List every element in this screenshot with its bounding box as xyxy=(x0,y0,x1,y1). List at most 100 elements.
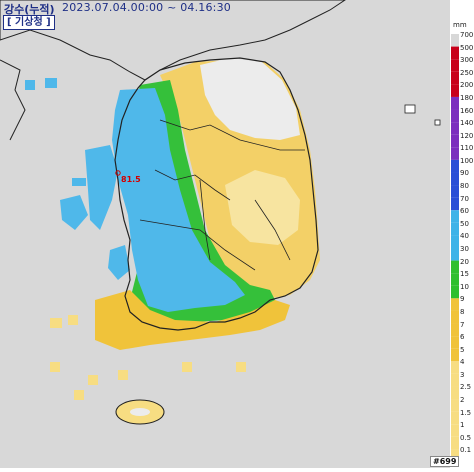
precip-blob xyxy=(236,362,246,372)
legend-swatch xyxy=(451,248,459,261)
precip-blob xyxy=(118,370,128,380)
legend-tick-label: 8 xyxy=(460,307,465,316)
legend-swatch xyxy=(451,323,459,337)
legend-swatch xyxy=(451,185,459,198)
legend-swatch xyxy=(451,310,459,324)
legend-tick-label: 2 xyxy=(460,396,465,405)
legend-tick-label: 500 xyxy=(460,43,474,52)
legend-swatch xyxy=(451,424,459,437)
peninsula-coastline xyxy=(114,57,319,331)
precip-blue-offshore-3 xyxy=(108,245,130,280)
legend-tick-label: 5 xyxy=(460,345,465,354)
legend-swatch xyxy=(451,96,459,110)
precip-pale-central xyxy=(225,170,300,245)
legend-swatch xyxy=(451,386,459,400)
legend-colorbar xyxy=(451,34,459,462)
dokdo xyxy=(434,119,441,126)
legend-swatch xyxy=(451,71,459,85)
legend-swatch xyxy=(451,285,459,299)
legend-swatch xyxy=(451,436,459,450)
legend-swatch xyxy=(451,361,459,374)
legend-swatch xyxy=(451,411,459,425)
legend-swatch xyxy=(451,84,459,97)
legend-tick-label: 1 xyxy=(460,421,465,430)
legend-swatch xyxy=(451,59,459,72)
precip-blob xyxy=(100,162,112,170)
max-point-marker xyxy=(115,170,121,176)
legend-tick-label: 40 xyxy=(460,232,469,241)
province-border xyxy=(159,119,305,151)
legend-tick-label: 3 xyxy=(460,370,465,379)
precip-blob xyxy=(72,178,86,186)
legend-tick-label: 700 xyxy=(460,31,474,39)
legend-swatch xyxy=(451,210,459,223)
map-canvas xyxy=(0,0,450,468)
legend-swatch xyxy=(451,159,459,173)
legend-tick-label: 1.5 xyxy=(460,408,472,417)
legend-swatch xyxy=(451,235,459,248)
header: 강수(누적) 2023.07.04.00:00 ~ 04.16:30 xyxy=(0,0,474,16)
legend-swatch xyxy=(451,147,459,160)
legend-tick-label: 180 xyxy=(460,93,474,102)
max-point-label: 81.5 xyxy=(121,175,141,184)
legend-swatch xyxy=(451,197,459,211)
legend-swatch xyxy=(451,399,459,412)
legend-tick-label: 160 xyxy=(460,106,474,115)
province-border xyxy=(154,169,231,201)
legend-tick-label: 15 xyxy=(460,270,469,279)
precip-blob xyxy=(50,318,62,328)
legend-tick-label: 7 xyxy=(460,320,465,329)
precip-blue-offshore-2 xyxy=(60,195,88,230)
legend-tick-label: 30 xyxy=(460,245,469,253)
china-coastline xyxy=(0,59,26,141)
legend-swatch xyxy=(451,222,459,236)
precip-blob xyxy=(182,362,192,372)
legend-tick-label: 90 xyxy=(460,169,469,178)
legend-swatch xyxy=(451,109,459,123)
precip-dry-northeast xyxy=(200,58,300,140)
legend-tick-label: 6 xyxy=(460,333,465,342)
precip-blob xyxy=(25,80,35,90)
northern-coastline xyxy=(0,0,346,81)
legend-tick-label: 4 xyxy=(460,358,465,367)
legend-tick-label: 50 xyxy=(460,219,469,228)
legend-tick-label: 0.1 xyxy=(460,446,472,455)
legend-swatch xyxy=(451,134,459,148)
legend-swatch xyxy=(451,172,459,186)
legend-unit: mm xyxy=(453,21,467,29)
legend-swatch xyxy=(451,122,459,135)
province-border xyxy=(254,199,291,261)
jeju-center xyxy=(130,408,150,416)
precip-blob xyxy=(88,375,98,385)
precipitation-map xyxy=(0,0,450,468)
legend-tick-label: 80 xyxy=(460,182,469,191)
legend-swatch xyxy=(451,260,459,274)
product-label: 강수(누적) xyxy=(4,3,55,16)
legend-tick-label: 250 xyxy=(460,68,474,77)
legend-swatch xyxy=(451,348,459,362)
ulleungdo xyxy=(404,104,416,114)
precip-blue-west xyxy=(112,88,245,312)
legend-tick-label: 20 xyxy=(460,257,469,266)
time-range: 2023.07.04.00:00 ~ 04.16:30 xyxy=(62,1,231,14)
legend-tick-label: 9 xyxy=(460,295,465,304)
legend-swatch xyxy=(451,373,459,387)
legend-swatch xyxy=(451,273,459,286)
province-border xyxy=(139,219,256,271)
legend-tick-label: 300 xyxy=(460,56,474,65)
agency-badge: [ 기상청 ] xyxy=(3,15,55,30)
legend-swatch xyxy=(451,449,459,462)
legend: 700 500 300 250 200 180 160 140 120 110 100 90 80 70 6… xyxy=(450,0,474,468)
legend-tick-label: 100 xyxy=(460,156,474,165)
province-border xyxy=(199,179,211,261)
frame-id: #699 xyxy=(430,456,460,467)
legend-tick-label: 70 xyxy=(460,194,469,203)
precip-yellow-south xyxy=(95,290,290,350)
legend-swatch xyxy=(451,34,459,47)
legend-tick-label: 10 xyxy=(460,282,469,291)
legend-tick-label: 140 xyxy=(460,119,474,128)
legend-tick-label: 120 xyxy=(460,131,474,140)
precip-blob xyxy=(74,390,84,400)
legend-swatch xyxy=(451,298,459,311)
